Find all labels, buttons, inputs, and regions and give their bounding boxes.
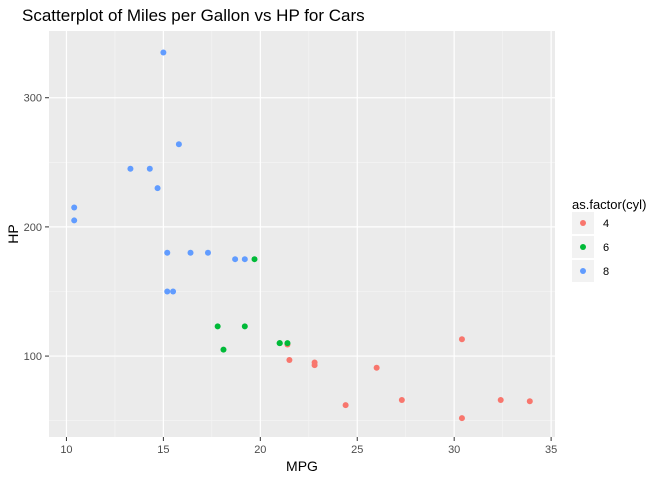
data-point-cyl-8 — [232, 256, 239, 263]
y-axis-title: HP — [5, 224, 21, 243]
legend-key-dot — [580, 268, 586, 274]
x-tick-label: 35 — [545, 444, 557, 456]
data-point-cyl-4 — [526, 398, 533, 405]
x-tick-label: 25 — [351, 444, 363, 456]
data-point-cyl-4 — [342, 402, 349, 409]
legend: as.factor(cyl) 4 6 8 — [572, 197, 646, 282]
y-tick-label: 300 — [24, 93, 42, 105]
x-axis-title: MPG — [286, 458, 318, 474]
data-point-cyl-4 — [398, 396, 405, 403]
data-point-cyl-6 — [214, 323, 221, 330]
legend-label: 8 — [603, 266, 609, 278]
data-point-cyl-8 — [164, 249, 171, 256]
x-tick-label: 20 — [254, 444, 266, 456]
y-axis: 100 200 300 — [24, 93, 49, 363]
legend-label: 4 — [603, 218, 609, 230]
x-axis: 10 15 20 25 30 35 — [60, 437, 557, 456]
x-tick-label: 10 — [60, 444, 72, 456]
data-point-cyl-4 — [497, 396, 504, 403]
minor-gridlines — [49, 31, 555, 437]
data-point-cyl-8 — [154, 185, 161, 192]
data-point-cyl-8 — [175, 141, 182, 148]
data-point-cyl-8 — [71, 217, 78, 224]
data-point-cyl-8 — [170, 288, 177, 295]
plot-panel — [49, 31, 555, 437]
data-point-cyl-8 — [127, 165, 134, 172]
data-point-cyl-6 — [251, 256, 258, 263]
x-tick-label: 30 — [448, 444, 460, 456]
data-point-cyl-6 — [276, 340, 283, 347]
data-point-cyl-8 — [160, 49, 167, 56]
data-point-cyl-4 — [458, 415, 465, 422]
data-point-cyl-4 — [286, 356, 293, 363]
legend-label: 6 — [603, 242, 609, 254]
legend-key-dot — [580, 220, 586, 226]
y-tick-label: 100 — [24, 351, 42, 363]
data-point-cyl-6 — [220, 346, 227, 353]
legend-key-dot — [580, 244, 586, 250]
data-point-cyl-8 — [241, 256, 248, 263]
data-point-cyl-6 — [284, 340, 291, 347]
data-point-cyl-8 — [204, 249, 211, 256]
data-point-cyl-8 — [146, 165, 153, 172]
data-point-cyl-4 — [311, 359, 318, 366]
major-gridlines — [49, 31, 555, 437]
data-point-cyl-8 — [187, 249, 194, 256]
data-point-cyl-6 — [241, 323, 248, 330]
legend-title: as.factor(cyl) — [572, 197, 646, 212]
data-point-cyl-8 — [71, 204, 78, 211]
data-point-cyl-4 — [373, 364, 380, 371]
x-tick-label: 15 — [157, 444, 169, 456]
chart-title: Scatterplot of Miles per Gallon vs HP fo… — [22, 6, 365, 25]
data-point-cyl-4 — [458, 336, 465, 343]
data-point-cyl-8 — [164, 288, 171, 295]
y-tick-label: 200 — [24, 222, 42, 234]
data-points — [71, 49, 533, 422]
